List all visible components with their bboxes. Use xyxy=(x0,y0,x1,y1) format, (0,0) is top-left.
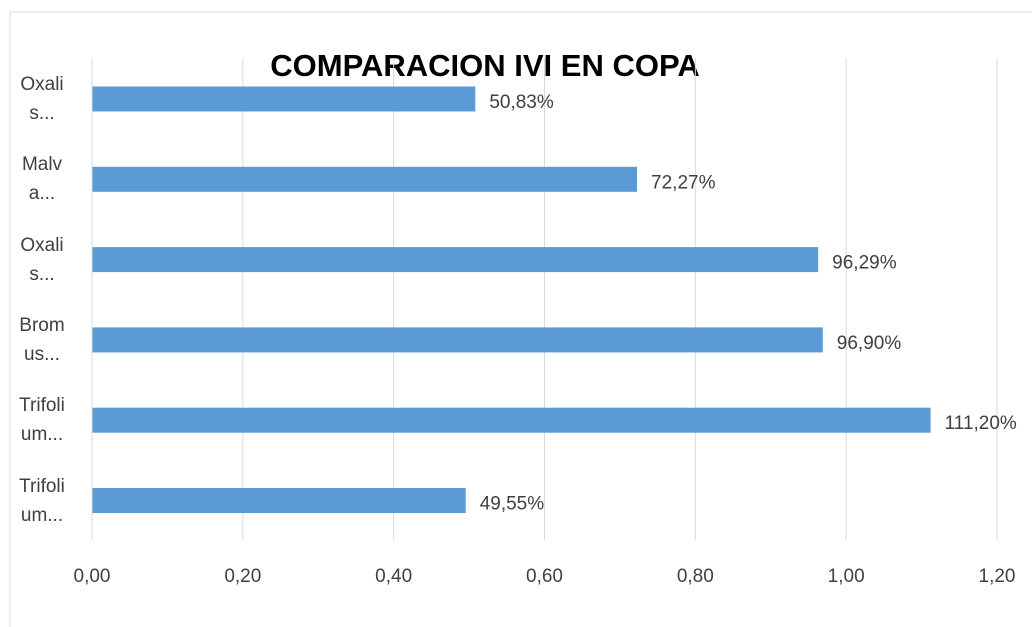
bar xyxy=(92,327,823,353)
bar xyxy=(92,488,466,513)
x-tick-label: 0,20 xyxy=(224,566,261,587)
value-label: 111,20% xyxy=(945,413,1017,434)
value-label: 50,83% xyxy=(489,92,554,113)
y-tick-label: Trifolium... xyxy=(19,475,65,526)
value-label: 72,27% xyxy=(651,172,716,193)
value-label: 49,55% xyxy=(480,494,545,515)
y-tick-label: Bromus... xyxy=(19,314,65,365)
y-tick-label: Trifolium... xyxy=(19,395,65,446)
bar xyxy=(92,247,819,273)
x-tick-label: 0,00 xyxy=(74,566,111,587)
x-tick-label: 1,00 xyxy=(828,566,865,587)
chart-title: COMPARACION IVI EN COPA xyxy=(270,48,699,83)
value-label: 96,29% xyxy=(832,253,897,274)
x-tick-label: 0,60 xyxy=(526,566,563,587)
y-tick-label: Oxalis... xyxy=(20,234,64,285)
chart-frame xyxy=(9,11,1032,627)
x-tick-label: 0,40 xyxy=(375,566,412,587)
x-tick-label: 0,80 xyxy=(677,566,714,587)
x-tick-label: 1,20 xyxy=(979,566,1016,587)
y-tick-label: Oxalis... xyxy=(20,74,64,124)
bar xyxy=(92,166,638,192)
y-tick-label: Malva... xyxy=(21,154,63,205)
bar xyxy=(92,86,476,112)
value-label: 96,90% xyxy=(837,333,902,354)
bar xyxy=(92,407,931,433)
